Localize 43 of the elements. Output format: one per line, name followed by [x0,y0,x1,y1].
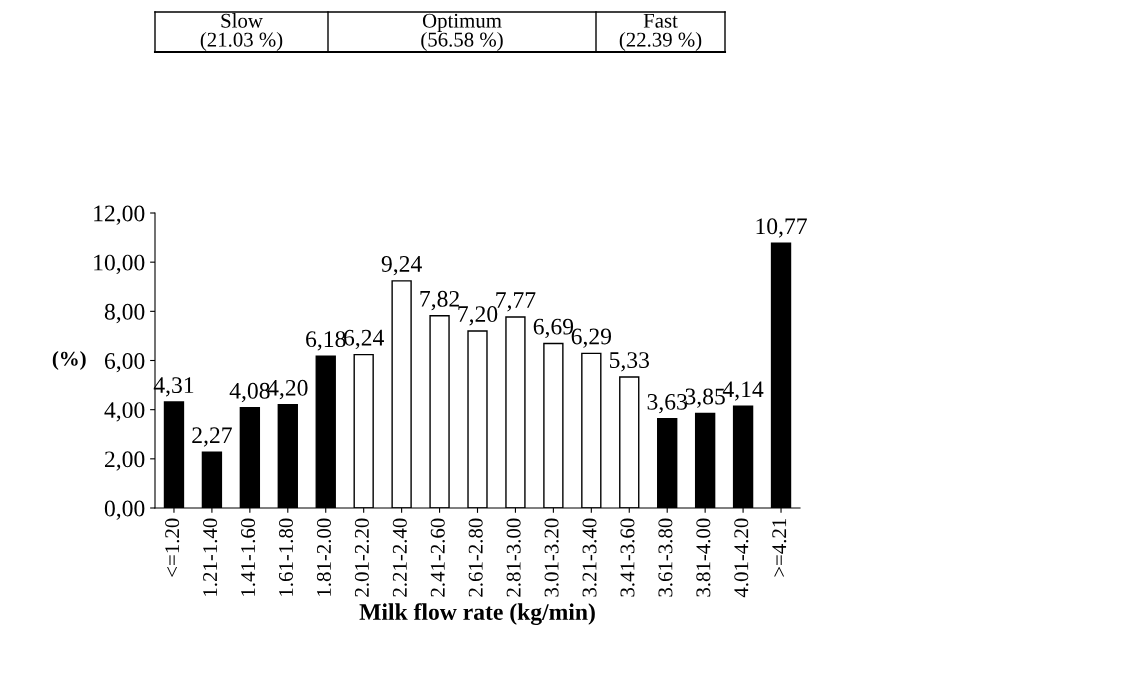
x-tick-label: 3.61-3.80 [658,518,673,597]
y-tick-label: 2,00 [105,451,145,471]
x-tick-label: 3.21-3.40 [582,518,597,597]
data-label: 4,14 [722,381,764,401]
x-tick-label: >=4.21 [772,518,787,577]
x-tick-label: 2.21-2.40 [392,518,407,597]
x-tick-label: 1.81-2.00 [316,518,332,596]
text: Slow (21.03 %) [200,13,283,51]
x-tick-label: <=1.20 [165,518,180,577]
data-label: 3,85 [685,388,725,408]
x-tick-label: 1.41-1.60 [241,518,256,596]
y-tick-label: 8,00 [104,303,145,324]
y-axis-title: (%) [52,351,86,370]
data-label: 6,29 [571,328,612,348]
y-tick-label: 0,00 [104,500,145,520]
data-label: 9,24 [381,256,422,276]
data-label: 7,82 [420,290,459,311]
x-axis-title: Milk flow rate (kg/min) [359,603,595,625]
x-tick-label: 2.61-2.80 [468,518,483,597]
y-tick-label: 12,00 [94,205,145,225]
x-tick-label: 1.21-1.40 [203,518,218,596]
x-tick-label: 3.41-3.60 [620,518,635,597]
x-tick-label: 1.61-1.80 [278,518,294,596]
data-label: 6,69 [533,318,574,338]
text: Fast (22.39 %) [619,13,702,51]
x-tick-label: 4.01-4.20 [734,518,749,598]
y-tick-label: 10,00 [94,254,145,274]
x-tick-label: 3.01-3.20 [544,518,559,597]
y-tick-label: 6,00 [104,352,145,373]
data-label: 6,18 [306,331,346,351]
x-tick-label: 3.81-4.00 [696,518,711,597]
x-tick-label: 2.81-3.00 [506,518,521,597]
x-tick-label: 2.41-2.60 [430,518,445,597]
x-tick-label: 2.01-2.20 [354,518,369,597]
y-tick-label: 4,00 [104,402,145,422]
data-label: 5,33 [609,352,649,372]
data-label: 7,77 [496,292,536,312]
data-label: 10,77 [756,218,807,238]
data-label: 3,63 [647,393,687,414]
data-label: 6,24 [344,329,384,350]
text: Optimum (56.58 %) [421,13,503,51]
data-label: 2,27 [192,427,232,447]
data-label: 7,20 [458,306,498,326]
